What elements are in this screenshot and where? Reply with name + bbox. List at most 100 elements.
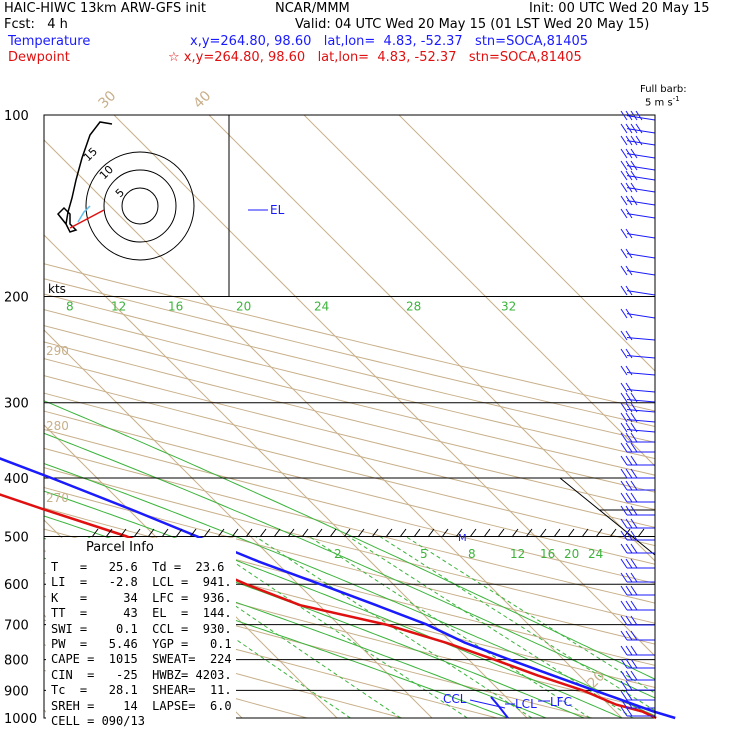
wind-barb-flag	[625, 123, 633, 134]
wind-barb-flag	[625, 110, 633, 121]
wind-barb-flag	[620, 135, 628, 146]
wind-barb-flag	[620, 228, 628, 239]
frame-diagonal	[559, 477, 656, 556]
hatch-mark	[413, 528, 421, 538]
lcl-marker-label: LCL	[515, 697, 537, 711]
wind-barb-flag	[625, 615, 633, 626]
wind-barb-staff	[626, 253, 656, 259]
wind-barb-staff	[626, 175, 656, 181]
wind-barb-flag	[625, 698, 633, 709]
wind-barb-flag	[625, 658, 633, 669]
wind-barb-flag	[630, 630, 638, 641]
mixing-ratio-label: 8	[468, 547, 476, 561]
wind-barb-flag	[630, 123, 638, 134]
hatch-mark	[315, 528, 323, 538]
wind-barb-flag	[625, 382, 633, 393]
wind-barb-flag	[635, 110, 643, 121]
hatch-mark	[161, 528, 169, 538]
hatch-mark	[567, 528, 575, 538]
wind-barb-staff	[626, 153, 656, 159]
wind-barb-flag	[625, 228, 633, 239]
wind-barb-flag	[625, 455, 633, 466]
parcel-info-row: T = 25.6 Td = 23.6	[51, 560, 225, 574]
hatch-mark	[133, 528, 141, 538]
dewpoint-profile-line	[0, 493, 657, 720]
mixing-ratio-label: 16	[540, 547, 555, 561]
hatch-mark	[539, 528, 547, 538]
mixing-ratio-line	[195, 536, 468, 718]
wind-barb-flag	[630, 543, 638, 554]
wind-barb-flag	[620, 248, 628, 259]
parcel-info-row: CIN = -25 HWBZ= 4203.	[51, 667, 232, 682]
moist-adiabat-label: 8	[66, 300, 74, 314]
parcel-info-row: LI = -2.8 LCL = 941.	[51, 575, 232, 590]
wind-barb-flag	[625, 518, 633, 529]
hatch-mark	[469, 528, 477, 538]
wind-barb-flag	[620, 148, 628, 159]
wind-barb-staff	[626, 313, 656, 319]
wind-barb-flag	[625, 392, 633, 403]
storm-motion-vector	[69, 209, 105, 229]
hatch-mark	[609, 528, 617, 538]
wind-barb-flag	[620, 630, 628, 641]
parcel-info-row: CELL = 090/13	[51, 714, 145, 728]
pressure-tick-label: 500	[4, 530, 29, 545]
hatch-mark	[119, 528, 127, 538]
hatch-mark	[91, 528, 99, 538]
ccl-marker-label: CCL	[443, 692, 467, 706]
wind-barb-staff	[626, 419, 656, 423]
wind-barb-flag	[630, 615, 638, 626]
wind-barb-flag	[620, 382, 628, 393]
wind-barb-flag	[635, 123, 643, 134]
isotherm-line	[208, 115, 655, 562]
wind-barb-flag	[620, 480, 628, 491]
center-label: NCAR/MMM	[275, 1, 350, 16]
hodograph-trace-loop	[56, 206, 78, 233]
wind-barb-flag	[620, 572, 628, 583]
wind-barb-flag	[625, 480, 633, 491]
model-title: HAIC-HIWC 13km ARW-GFS init	[4, 1, 206, 16]
wind-barb-flag	[620, 402, 628, 413]
wind-barb-flag	[625, 505, 633, 516]
wind-barb-flag	[625, 170, 633, 181]
wind-barb-flag	[620, 615, 628, 626]
wind-barb-flag	[620, 123, 628, 134]
hatch-mark	[189, 528, 197, 538]
dry-adiabat-line	[44, 595, 498, 718]
moist-adiabat-label: 20	[236, 300, 251, 314]
hatch-mark	[455, 528, 463, 538]
isotherm-tick-label: 30	[96, 88, 120, 112]
hodograph-trace	[65, 121, 113, 225]
dewpoint-station-info: ☆ x,y=264.80, 98.60 lat,lon= 4.83, -52.3…	[168, 50, 582, 65]
parcel-info-row: PW = 5.46 YGP = 0.1	[51, 637, 232, 651]
parcel-info-panel: Parcel Info T = 25.6 Td = 23.6 LI = -2.8 …	[46, 538, 236, 728]
pressure-tick-label: 900	[4, 684, 29, 699]
wind-barb-flag	[630, 392, 638, 403]
wind-barb-flag	[620, 690, 628, 701]
hatch-mark	[399, 528, 407, 538]
hatch-mark	[105, 528, 113, 538]
wind-barb-flag	[630, 658, 638, 669]
hatch-mark	[301, 528, 309, 538]
dry-adiabat-line	[44, 467, 655, 624]
mixing-ratio-label: 20	[564, 547, 579, 561]
forecast-hour: Fcst: 4 h	[4, 17, 68, 32]
wind-barb-flag	[620, 670, 628, 681]
wind-barb-flag	[630, 160, 638, 171]
hatch-mark	[483, 528, 491, 538]
wind-barb-flag	[630, 585, 638, 596]
el-marker-label: EL	[270, 203, 285, 217]
wind-barb-flag	[625, 135, 633, 146]
wind-barb-flag	[625, 600, 633, 611]
dry-adiabat-line	[44, 263, 655, 412]
wind-barb-flag	[630, 505, 638, 516]
wind-barb-staff	[626, 429, 656, 433]
dry-adiabat-line	[44, 428, 655, 584]
wind-barb-staff	[626, 409, 656, 413]
hodograph-ring-label: 5	[113, 186, 127, 200]
hatch-mark	[525, 528, 533, 538]
wind-barb-flag	[620, 208, 628, 219]
wind-barb-flag	[620, 442, 628, 453]
moist-adiabat-line	[44, 432, 655, 699]
